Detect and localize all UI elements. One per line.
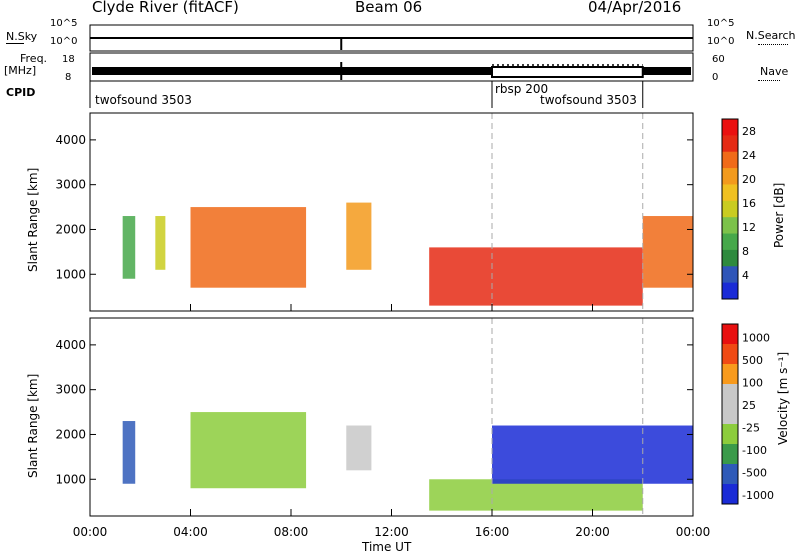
nsky-label: N.Sky [6, 30, 38, 43]
freq-label-1: Freq. [20, 52, 48, 65]
colorbar-tick-1-6: -500 [742, 467, 767, 480]
colorbar-swatch-1-7 [722, 464, 738, 485]
echo-region-0-5 [642, 216, 693, 288]
colorbar-tick-0-5: 24 [742, 149, 756, 162]
colorbar-tick-0-6: 28 [742, 125, 756, 138]
echo-region-0-3 [346, 202, 372, 270]
echo-region-0-0 [122, 216, 136, 279]
colorbar-tick-0-0: 4 [742, 269, 749, 282]
freq-label-2: [MHz] [4, 64, 37, 77]
colorbar-frame-1 [721, 323, 739, 505]
colorbar-swatch-0-7 [722, 233, 738, 251]
nave-tick-bottom: 0 [712, 72, 719, 83]
beam-label: Beam 06 [355, 0, 423, 16]
colorbar-swatch-0-5 [722, 200, 738, 218]
nave-label: Nave [760, 65, 789, 78]
xtick-label-1: 04:00 [173, 525, 208, 539]
nsearch-legend-line [758, 44, 788, 45]
ytick-label-0-3: 4000 [55, 133, 86, 147]
ytick-label-0-0: 1000 [55, 267, 86, 281]
colorbar-swatch-0-8 [722, 249, 738, 267]
nsky-line [6, 43, 24, 44]
ytick-label-1-0: 1000 [55, 472, 86, 486]
nsearch-tick-bottom: 10^0 [707, 36, 735, 47]
ytick-label-0-1: 2000 [55, 222, 86, 236]
nsearch-label: N.Search [746, 29, 796, 42]
freq-trace-3 [642, 67, 691, 75]
colorbar-tick-1-0: 1000 [742, 332, 770, 345]
nave-legend-line [758, 80, 780, 81]
echo-region-1-1 [190, 412, 307, 489]
colorbar-swatch-1-5 [722, 424, 738, 445]
colorbar-tick-1-2: 100 [742, 377, 763, 390]
colorbar-swatch-1-0 [722, 324, 738, 345]
nave-tick-top: 60 [712, 54, 725, 65]
xtick-label-5: 20:00 [575, 525, 610, 539]
colorbar-tick-0-3: 16 [742, 197, 756, 210]
colorbar-tick-1-5: -100 [742, 444, 767, 457]
colorbar-swatch-1-3 [722, 384, 738, 405]
colorbar-swatch-1-6 [722, 444, 738, 465]
colorbar-tick-1-3: 25 [742, 399, 756, 412]
colorbar-swatch-0-1 [722, 135, 738, 153]
nsky-tick-bottom: 10^0 [50, 36, 78, 47]
colorbar-swatch-1-8 [722, 484, 738, 505]
colorbar-tick-0-2: 12 [742, 221, 756, 234]
freq-tick-top: 18 [62, 54, 75, 65]
ytick-label-1-3: 4000 [55, 338, 86, 352]
xtick-label-4: 16:00 [475, 525, 510, 539]
ytick-label-1-2: 3000 [55, 383, 86, 397]
xtick-label-2: 08:00 [274, 525, 309, 539]
velocity-colorbar-label: Velocity [m s⁻¹] [776, 351, 790, 445]
colorbar-tick-1-4: -25 [742, 422, 760, 435]
xtick-label-6: 00:00 [676, 525, 711, 539]
echo-region-1-2 [346, 425, 372, 471]
colorbar-frame-0 [721, 118, 739, 300]
colorbar-swatch-1-2 [722, 364, 738, 385]
station-title: Clyde River (fitACF) [92, 0, 239, 16]
echo-region-0-1 [155, 216, 166, 270]
colorbar-swatch-0-4 [722, 184, 738, 202]
freq-trace-1 [92, 67, 492, 75]
colorbar-tick-1-7: -1000 [742, 489, 774, 502]
cpid-segment-3: twofsound 3503 [540, 93, 637, 107]
power-colorbar-label: Power [dB] [772, 182, 786, 248]
date-label: 04/Apr/2016 [588, 0, 682, 16]
colorbar-swatch-0-0 [722, 119, 738, 136]
colorbar-tick-0-4: 20 [742, 173, 756, 186]
colorbar-tick-1-1: 500 [742, 354, 763, 367]
echo-region-1-3 [429, 479, 643, 511]
colorbar-swatch-0-2 [722, 151, 738, 169]
ytick-label-0-2: 3000 [55, 178, 86, 192]
colorbar-swatch-0-9 [722, 266, 738, 284]
colorbar-swatch-0-10 [722, 282, 738, 300]
colorbar-swatch-1-4 [722, 404, 738, 425]
xtick-label-3: 12:00 [374, 525, 409, 539]
freq-strip [89, 52, 694, 82]
echo-region-0-4 [429, 247, 643, 306]
velocity-ylabel: Slant Range [km] [26, 373, 40, 478]
freq-trace-2 [491, 66, 644, 78]
echo-region-1-4 [492, 425, 693, 484]
colorbar-swatch-1-1 [722, 344, 738, 365]
nsearch-tick-top: 10^5 [707, 18, 735, 29]
x-axis-title: Time UT [362, 540, 412, 554]
colorbar-swatch-0-6 [722, 217, 738, 235]
cpid-label: CPID [6, 86, 36, 99]
freq-tick-bottom: 8 [65, 72, 72, 83]
echo-region-0-2 [190, 207, 307, 288]
colorbar-tick-0-1: 8 [742, 245, 749, 258]
ytick-label-1-1: 2000 [55, 427, 86, 441]
colorbar-swatch-0-3 [722, 168, 738, 185]
cpid-segment-1: twofsound 3503 [95, 93, 192, 107]
cpid-segment-2: rbsp 200 [495, 82, 549, 96]
power-ylabel: Slant Range [km] [26, 167, 40, 272]
nsky-tick-top: 10^5 [50, 18, 78, 29]
echo-region-1-0 [122, 421, 136, 484]
xtick-label-0: 00:00 [73, 525, 108, 539]
